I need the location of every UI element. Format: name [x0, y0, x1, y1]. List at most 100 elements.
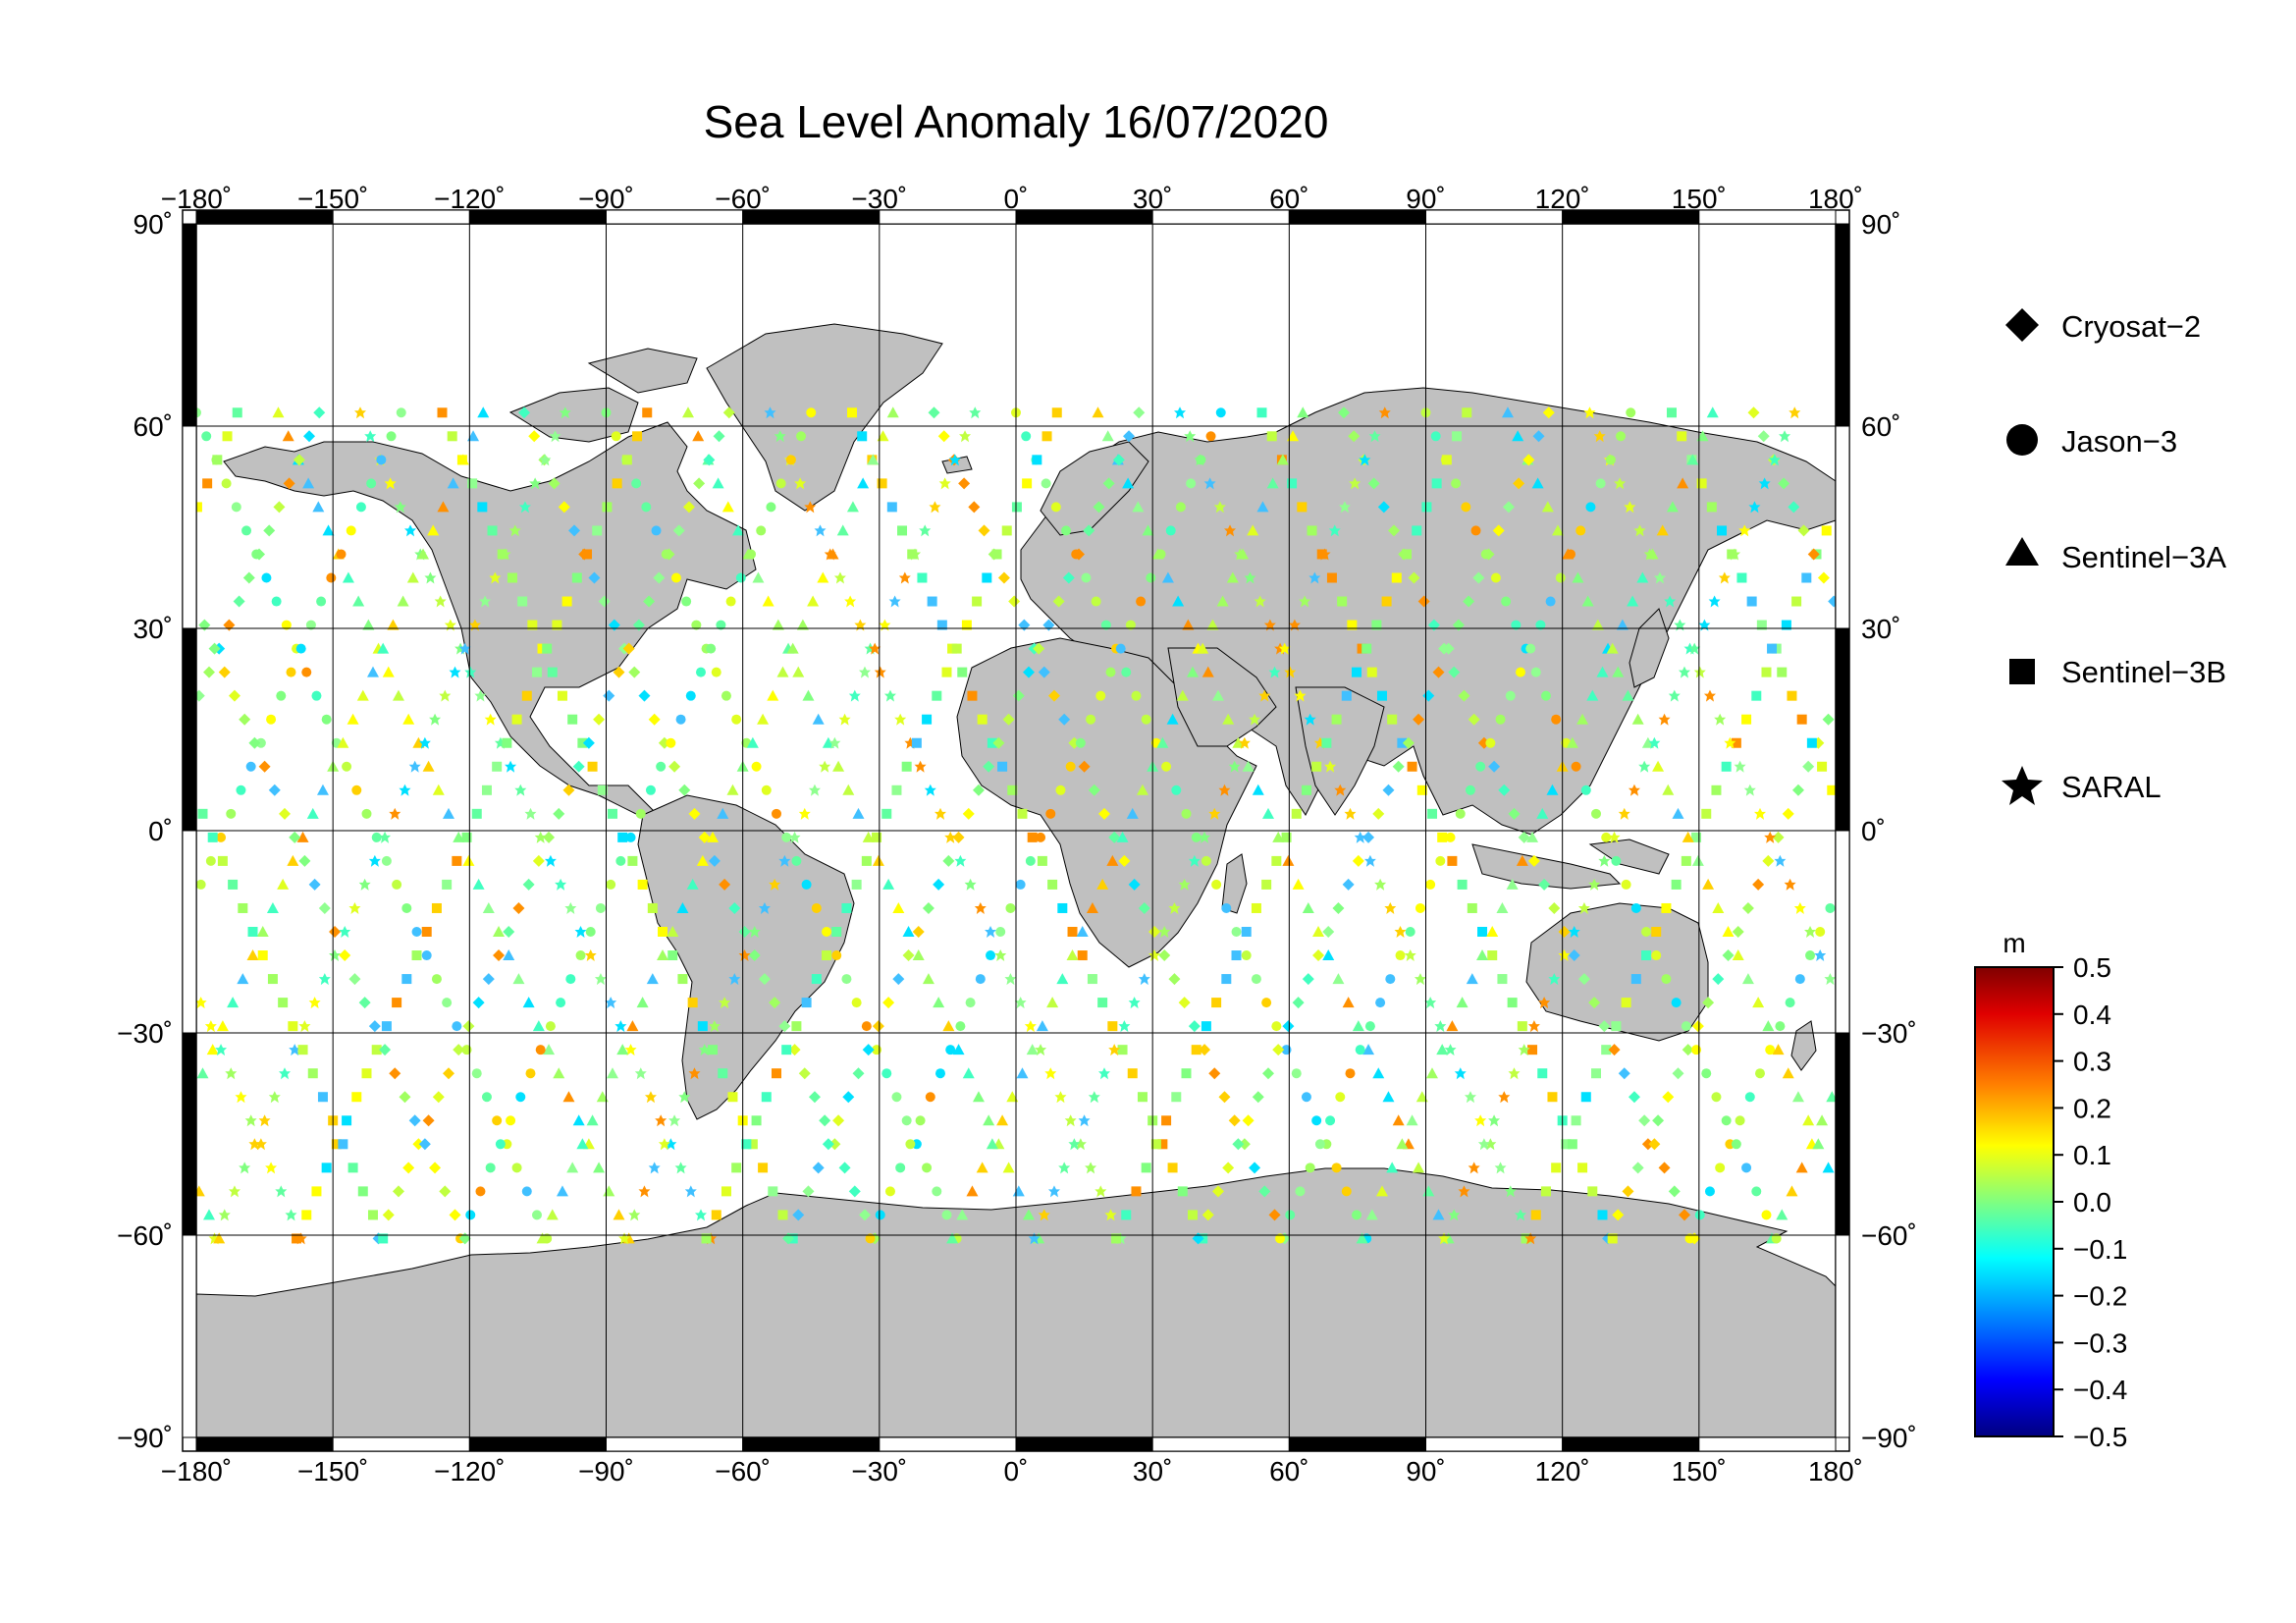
track-marker: [499, 548, 511, 561]
track-marker: [922, 901, 934, 914]
track-marker: [1735, 1115, 1745, 1126]
track-marker: [346, 525, 356, 536]
track-marker: [615, 855, 626, 866]
track-marker: [761, 784, 772, 795]
track-marker: [351, 1092, 362, 1103]
track-marker: [1626, 407, 1636, 418]
track-marker: [708, 1045, 719, 1055]
colorbar-tick-label: 0.0: [2073, 1187, 2111, 1217]
track-marker: [267, 974, 278, 985]
lon-tick-label-top: −180˚: [161, 184, 232, 214]
track-marker: [1678, 1209, 1690, 1221]
track-marker: [832, 760, 845, 772]
track-marker: [306, 807, 319, 819]
track-marker: [202, 478, 213, 489]
track-marker: [1548, 973, 1561, 986]
track-marker: [1338, 406, 1350, 419]
track-marker: [1382, 784, 1395, 796]
track-marker: [371, 832, 382, 842]
track-marker: [1476, 949, 1489, 961]
track-marker: [508, 524, 521, 537]
track-marker: [902, 949, 915, 962]
track-marker: [1588, 997, 1601, 1009]
track-marker: [1251, 902, 1261, 913]
track-marker: [1651, 927, 1662, 937]
track-marker: [892, 973, 905, 986]
track-marker: [1166, 713, 1179, 725]
track-marker: [453, 831, 465, 842]
track-marker: [412, 736, 425, 748]
track-marker: [682, 501, 695, 514]
track-marker: [1817, 761, 1828, 772]
track-marker: [1035, 1044, 1047, 1056]
track-marker: [1667, 407, 1677, 418]
track-marker: [812, 713, 825, 725]
track-marker: [822, 927, 832, 937]
track-marker: [585, 927, 596, 937]
track-marker: [925, 1092, 935, 1103]
track-marker: [761, 1092, 772, 1103]
track-marker: [1628, 1091, 1640, 1104]
track-marker: [1672, 1067, 1684, 1080]
track-marker: [1394, 926, 1407, 938]
track-marker: [472, 878, 485, 890]
track-marker: [1014, 997, 1027, 1009]
track-marker: [592, 525, 603, 536]
track-marker: [471, 808, 482, 819]
track-marker: [401, 974, 412, 985]
track-marker: [851, 998, 862, 1008]
lon-tick-label-bottom: −120˚: [434, 1456, 505, 1487]
track-marker: [1693, 666, 1706, 678]
track-marker: [565, 974, 576, 985]
track-marker: [703, 454, 716, 466]
track-marker: [429, 713, 442, 726]
track-marker: [1448, 666, 1461, 678]
track-marker: [1338, 501, 1351, 514]
track-marker: [308, 997, 321, 1009]
lat-tick-label-left: 30˚: [133, 614, 173, 644]
track-marker: [1581, 595, 1594, 607]
track-marker: [842, 1091, 855, 1104]
track-marker: [636, 997, 649, 1008]
track-marker: [752, 571, 765, 583]
track-marker: [213, 1232, 226, 1244]
track-marker: [1786, 1185, 1798, 1197]
triangle-icon: [2005, 537, 2039, 566]
track-marker: [884, 1186, 895, 1197]
track-marker: [548, 477, 561, 490]
track-marker: [1576, 713, 1589, 725]
track-marker: [1132, 501, 1145, 513]
track-marker: [482, 973, 495, 986]
track-marker: [1545, 596, 1556, 607]
track-marker: [1575, 525, 1586, 536]
track-marker: [635, 808, 646, 819]
track-marker: [318, 901, 331, 914]
track-marker: [1206, 619, 1219, 630]
track-marker: [1672, 807, 1684, 819]
track-marker: [1086, 714, 1096, 725]
track-marker: [297, 1045, 308, 1055]
track-marker: [532, 1020, 545, 1032]
track-marker: [807, 595, 820, 607]
track-marker: [1537, 1068, 1548, 1079]
track-marker: [1596, 666, 1609, 677]
track-marker: [432, 784, 445, 795]
track-marker: [1541, 501, 1554, 513]
track-marker: [1415, 1091, 1428, 1103]
track-marker: [1793, 901, 1806, 914]
track-marker: [1517, 1021, 1527, 1032]
track-marker: [1502, 406, 1514, 418]
lon-tick-label-top: 150˚: [1672, 184, 1727, 214]
track-marker: [1232, 736, 1245, 748]
track-marker: [1047, 689, 1060, 702]
track-marker: [1797, 524, 1810, 537]
track-marker: [1075, 737, 1086, 748]
track-marker: [1465, 784, 1475, 795]
track-marker: [694, 1209, 707, 1221]
track-marker: [1636, 571, 1649, 583]
track-marker: [961, 620, 972, 630]
track-marker: [1601, 832, 1612, 842]
track-marker: [1722, 949, 1735, 962]
track-marker: [915, 1115, 926, 1126]
track-marker: [228, 1185, 240, 1198]
